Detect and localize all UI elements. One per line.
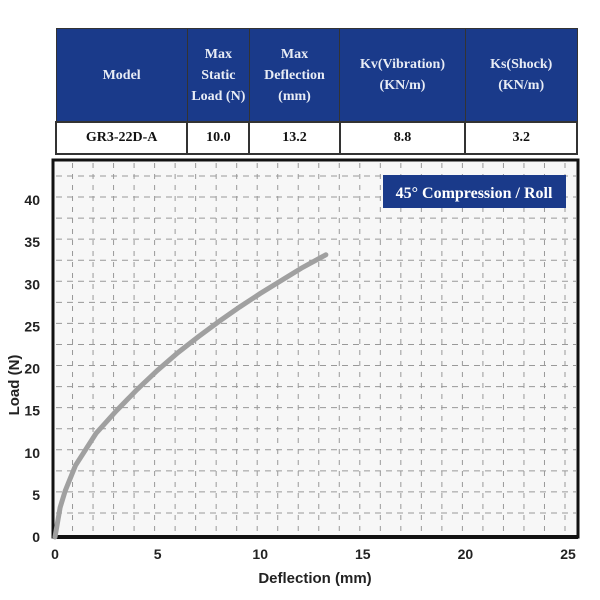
header-max-deflection: Max Deflection (mm) [248,28,341,123]
spec-table: Model Max Static Load (N) Max Deflection… [54,28,578,155]
x-tick-label: 0 [51,546,59,562]
y-tick-label: 0 [32,529,40,545]
y-tick-label: 25 [24,318,40,334]
cell-kv: 8.8 [338,121,467,155]
y-tick-label: 30 [24,276,40,292]
table-row: GR3-22D-A 10.0 13.2 8.8 3.2 [54,121,578,155]
y-tick-label: 20 [24,361,40,377]
y-axis-label: Load (N) [6,355,23,416]
title-box [383,175,566,208]
cell-max-deflection: 13.2 [248,121,341,155]
x-tick-label: 10 [252,546,268,562]
load-curve [52,252,329,540]
x-tick-label: 15 [355,546,371,562]
y-tick-label: 5 [32,487,40,503]
cell-ks: 3.2 [464,121,578,155]
x-tick-label: 5 [154,546,162,562]
plot-frame [51,158,580,539]
header-model: Model [55,28,188,123]
x-axis-label: Deflection (mm) [258,570,371,587]
y-tick-label: 10 [24,445,40,461]
y-tick-label: 15 [24,403,40,419]
load-deflection-chart: 0 5 10 15 20 25 0 5 10 15 20 25 30 35 40 45° Compressi… [6,158,580,587]
header-max-static-load: Max Static Load (N) [186,28,250,123]
x-tick-label: 20 [458,546,474,562]
y-tick-label: 40 [24,192,40,208]
y-tick-label: 35 [24,234,40,250]
cell-max-static-load: 10.0 [186,121,251,155]
header-ks: Ks(Shock) (KN/m) [464,28,578,123]
cell-model: GR3-22D-A [54,121,189,155]
chart-title: 45° Compression / Roll [396,185,553,202]
header-kv: Kv(Vibration) (KN/m) [339,28,466,123]
x-tick-label: 25 [560,546,576,562]
table-header-row: Model Max Static Load (N) Max Deflection… [55,28,578,123]
